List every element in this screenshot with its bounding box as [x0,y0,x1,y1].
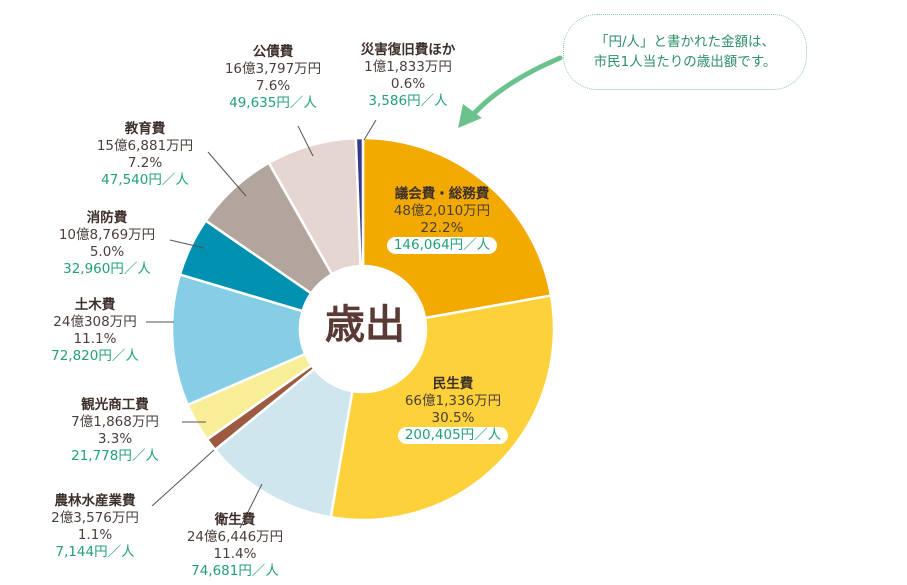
label-kosai: 公債費 16億3,797万円 7.6% 49,635円／人 [208,44,338,112]
label-kanko: 観光商工費 7億1,868万円 3.3% 21,778円／人 [50,397,180,465]
label-shobo: 消防費 10億8,769万円 5.0% 32,960円／人 [42,210,172,278]
leader-line-5 [207,151,247,197]
slice-percent: 7.6% [255,78,291,94]
note-line-2: 市民1人当たりの歳出額です。 [593,54,777,70]
slice-name: 消防費 [86,210,128,226]
note-line-1: 「円/人」と書かれた金額は、 [594,34,776,50]
note-arrow-head [458,104,482,128]
slice-name: 観光商工費 [81,397,149,413]
slice-amount: 1億1,833万円 [364,59,452,75]
slice-amount: 10億8,769万円 [58,227,156,243]
slice-per-person: 32,960円／人 [63,261,151,277]
center-label: 歳出 [325,302,405,348]
slice-amount: 66億1,336万円 [404,393,502,409]
slice-per-person: 72,820円／人 [51,348,139,364]
slice-amount: 24億6,446万円 [186,529,284,545]
slice-percent: 1.1% [77,527,113,543]
slice-per-person: 7,144円／人 [55,544,135,560]
slice-amount: 48億2,010万円 [393,203,491,219]
label-kyoiku: 教育費 15億6,881万円 7.2% 47,540円／人 [80,121,210,189]
slice-per-person: 3,586円／人 [368,93,448,109]
slice-per-person: 200,405円／人 [397,427,509,444]
leader-line-7 [363,119,377,141]
label-norin: 農林水産業費 2億3,576万円 1.1% 7,144円／人 [30,493,160,561]
slice-percent: 11.4% [213,546,257,562]
slice-percent: 7.2% [127,155,163,171]
slice-percent: 22.2% [420,220,464,236]
slice-amount: 24億308万円 [53,314,137,330]
leader-line-0 [239,483,263,529]
slice-amount: 2億3,576万円 [51,510,139,526]
slice-amount: 16億3,797万円 [224,61,322,77]
slice-per-person: 49,635円／人 [229,95,317,111]
slice-name: 民生費 [432,376,474,392]
slice-per-person: 47,540円／人 [101,172,189,188]
leader-line-1 [151,449,215,507]
label-doboku: 土木費 24億308万円 11.1% 72,820円／人 [30,297,160,365]
slice-per-person: 74,681円／人 [191,563,279,579]
slice-name: 議会費・総務費 [394,186,490,202]
label-eisei: 衛生費 24億6,446万円 11.4% 74,681円／人 [170,512,300,580]
slice-amount: 15億6,881万円 [96,138,194,154]
slice-name: 農林水産業費 [54,493,136,509]
slice-percent: 30.5% [431,410,475,426]
leader-line-4 [169,239,205,249]
slice-name: 教育費 [124,121,166,137]
slice-percent: 3.3% [97,431,133,447]
slice-per-person: 21,778円／人 [71,448,159,464]
slice-percent: 0.6% [390,76,426,92]
leader-line-6 [297,125,314,157]
slice-per-person: 146,064円／人 [386,237,498,254]
label-saigai: 災害復旧費ほか 1億1,833万円 0.6% 3,586円／人 [338,42,478,110]
label-minsei: 民生費 66億1,336万円 30.5% 200,405円／人 [378,376,528,444]
slice-name: 土木費 [74,297,116,313]
slice-name: 災害復旧費ほか [360,42,456,58]
note-bubble: 「円/人」と書かれた金額は、 市民1人当たりの歳出額です。 [563,14,807,90]
slice-name: 衛生費 [214,512,256,528]
donut-hole [300,266,426,392]
label-gikai-somu: 議会費・総務費 48億2,010万円 22.2% 146,064円／人 [372,186,512,254]
slice-percent: 11.1% [73,331,117,347]
slice-amount: 7億1,868万円 [71,414,159,430]
slice-name: 公債費 [252,44,294,60]
slice-percent: 5.0% [89,244,125,260]
note-arrow [467,55,563,121]
